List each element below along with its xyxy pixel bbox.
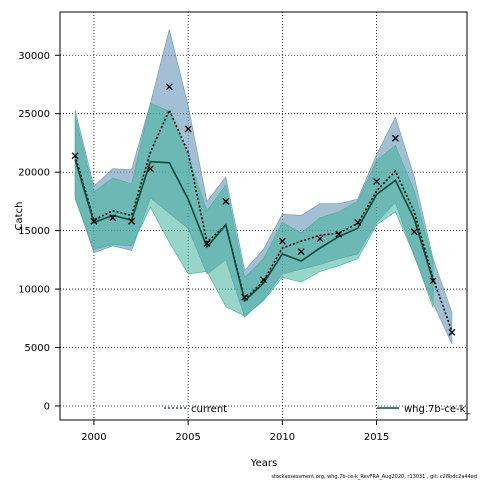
observed-point [241,293,249,301]
axis-ticks: 2000 2005 2010 2015 0 5000 10000 15000 20000 2500… [18,51,389,443]
y-tick-label: 15000 [18,226,50,237]
observed-point [391,134,399,142]
observed-point [297,248,305,256]
y-axis-label: Catch [14,202,25,231]
observed-points [71,83,456,336]
observed-point [203,240,211,247]
x-tick-label: 2010 [270,432,295,443]
y-tick-label: 25000 [18,109,50,120]
series-line-2 [74,159,434,303]
confidence-band-2 [74,102,434,317]
observed-point [335,230,343,238]
legend-label-1: current [191,404,227,415]
y-tick-label: 10000 [18,285,50,296]
x-tick-label: 2015 [364,432,389,443]
observed-point [128,217,136,225]
x-tick-label: 2005 [175,432,200,443]
observed-point [109,214,117,222]
observed-point [165,83,173,91]
observed-point [260,276,267,284]
series-line-1 [74,108,453,332]
y-tick-label: 5000 [25,343,50,354]
observed-point [146,165,154,173]
observed-point [222,197,230,205]
observed-point [278,237,286,245]
observed-point [373,178,381,185]
observed-point [316,235,324,243]
observed-point [448,328,456,336]
observed-point [71,152,79,160]
plot-frame [59,11,468,421]
legend: current whg.7b-ce-k_ [164,404,471,415]
y-tick-label: 0 [44,401,50,412]
y-tick-label: 30000 [18,51,50,62]
legend-label-2: whg.7b-ce-k_ [404,404,471,415]
confidence-bands [74,29,453,345]
y-tick-label: 20000 [18,168,50,179]
observed-point [354,218,362,226]
series-lines [74,108,453,332]
observed-point [184,125,192,133]
observed-point [429,277,437,285]
x-tick-label: 2000 [81,432,106,443]
observed-point [90,217,98,225]
observed-point [410,228,418,236]
footer-note: stockassessment.org, whg.7b-ce-k_RevFRA_… [271,474,477,480]
x-axis-label: Years [250,458,277,469]
